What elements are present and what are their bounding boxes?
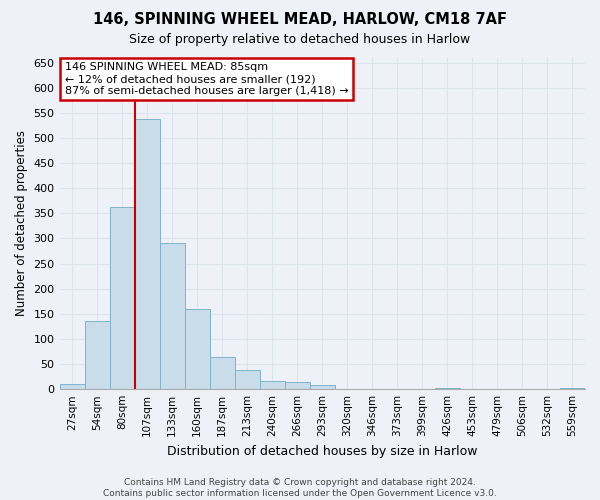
Text: Contains HM Land Registry data © Crown copyright and database right 2024.
Contai: Contains HM Land Registry data © Crown c… bbox=[103, 478, 497, 498]
Text: Size of property relative to detached houses in Harlow: Size of property relative to detached ho… bbox=[130, 32, 470, 46]
Bar bbox=[85, 322, 110, 389]
Bar bbox=[209, 356, 235, 389]
Bar bbox=[235, 370, 260, 389]
X-axis label: Distribution of detached houses by size in Harlow: Distribution of detached houses by size … bbox=[167, 444, 478, 458]
Bar bbox=[59, 384, 85, 389]
Bar bbox=[185, 309, 209, 389]
Bar bbox=[310, 384, 335, 389]
Bar bbox=[435, 388, 460, 389]
Text: 146, SPINNING WHEEL MEAD, HARLOW, CM18 7AF: 146, SPINNING WHEEL MEAD, HARLOW, CM18 7… bbox=[93, 12, 507, 28]
Bar bbox=[560, 388, 585, 389]
Y-axis label: Number of detached properties: Number of detached properties bbox=[15, 130, 28, 316]
Text: 146 SPINNING WHEEL MEAD: 85sqm
← 12% of detached houses are smaller (192)
87% of: 146 SPINNING WHEEL MEAD: 85sqm ← 12% of … bbox=[65, 62, 349, 96]
Bar bbox=[110, 208, 134, 389]
Bar bbox=[285, 382, 310, 389]
Bar bbox=[160, 243, 185, 389]
Bar bbox=[134, 120, 160, 389]
Bar bbox=[260, 380, 285, 389]
